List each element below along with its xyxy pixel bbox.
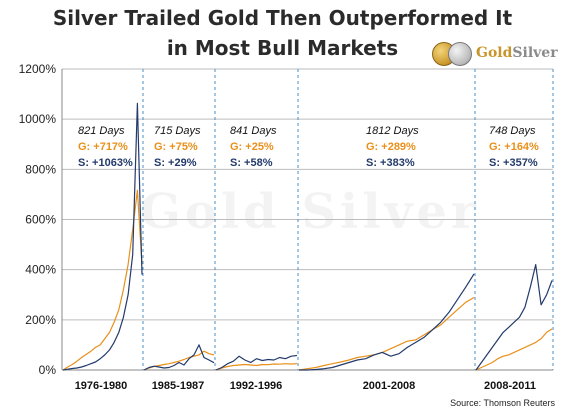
series-lines (62, 102, 553, 371)
period-silver-return: S: +357% (489, 157, 538, 169)
gold-series-line (215, 363, 298, 371)
y-tick-label: 800% (25, 162, 56, 176)
goldsilver-logo: GoldSilver (432, 40, 560, 68)
period-x-label: 2001-2008 (363, 380, 416, 392)
period-x-label: 1985-1987 (152, 380, 205, 392)
silver-series-line (143, 344, 215, 371)
period-days-label: 748 Days (489, 125, 536, 137)
silver-series-line (62, 102, 143, 371)
gridlines (61, 68, 553, 371)
source-note: Source: Thomson Reuters (450, 398, 555, 408)
period-dividers (142, 69, 554, 370)
period-gold-return: G: +289% (366, 141, 416, 153)
period-days-label: 841 Days (230, 125, 277, 137)
y-tick-label: 600% (25, 213, 56, 227)
gold-series-line (475, 328, 553, 371)
period-x-label: 1976-1980 (75, 380, 128, 392)
logo-wordmark: GoldSilver (476, 45, 558, 61)
y-tick-label: 200% (25, 313, 56, 327)
logo-word-silver: Silver (512, 45, 558, 61)
y-tick-label: 0% (39, 363, 57, 377)
period-days-label: 821 Days (78, 125, 125, 137)
logo-word-gold: Gold (476, 45, 513, 61)
period-x-label: 2008-2011 (484, 380, 536, 392)
y-axis-ticks: 0% 200% 400% 600% 800% 1000% 1200% (19, 62, 57, 377)
gold-series-line (62, 189, 143, 371)
y-tick-label: 1200% (19, 62, 57, 76)
period-silver-return: S: +58% (230, 157, 273, 169)
gold-series-line (298, 296, 475, 371)
chart-title-line-2: in Most Bull Markets (166, 36, 399, 60)
y-tick-label: 1000% (19, 112, 57, 126)
period-annotations: 821 Days G: +717% S: +1063% 715 Days G: +75%… (78, 125, 539, 169)
period-gold-return: G: +25% (230, 141, 274, 153)
watermark-text: Gold Silver (140, 184, 480, 240)
period-silver-return: S: +1063% (78, 157, 133, 169)
silver-coin-icon (448, 42, 472, 66)
period-silver-return: S: +29% (154, 157, 197, 169)
period-gold-return: G: +75% (154, 141, 198, 153)
silver-series-line (215, 354, 298, 371)
period-days-label: 1812 Days (366, 125, 419, 137)
period-gold-return: G: +164% (489, 141, 539, 153)
silver-series-line (475, 264, 553, 371)
gold-series-line (143, 350, 215, 371)
period-labels: 1976-1980 1985-1987 1992-1996 2001-2008 2008… (75, 380, 536, 392)
y-tick-label: 400% (25, 263, 56, 277)
chart-title-line-1: Silver Trailed Gold Then Outperformed It (52, 6, 513, 30)
silver-series-line (299, 273, 475, 371)
period-silver-return: S: +383% (366, 157, 415, 169)
period-gold-return: G: +717% (78, 141, 128, 153)
period-x-label: 1992-1996 (230, 380, 283, 392)
period-days-label: 715 Days (154, 125, 201, 137)
